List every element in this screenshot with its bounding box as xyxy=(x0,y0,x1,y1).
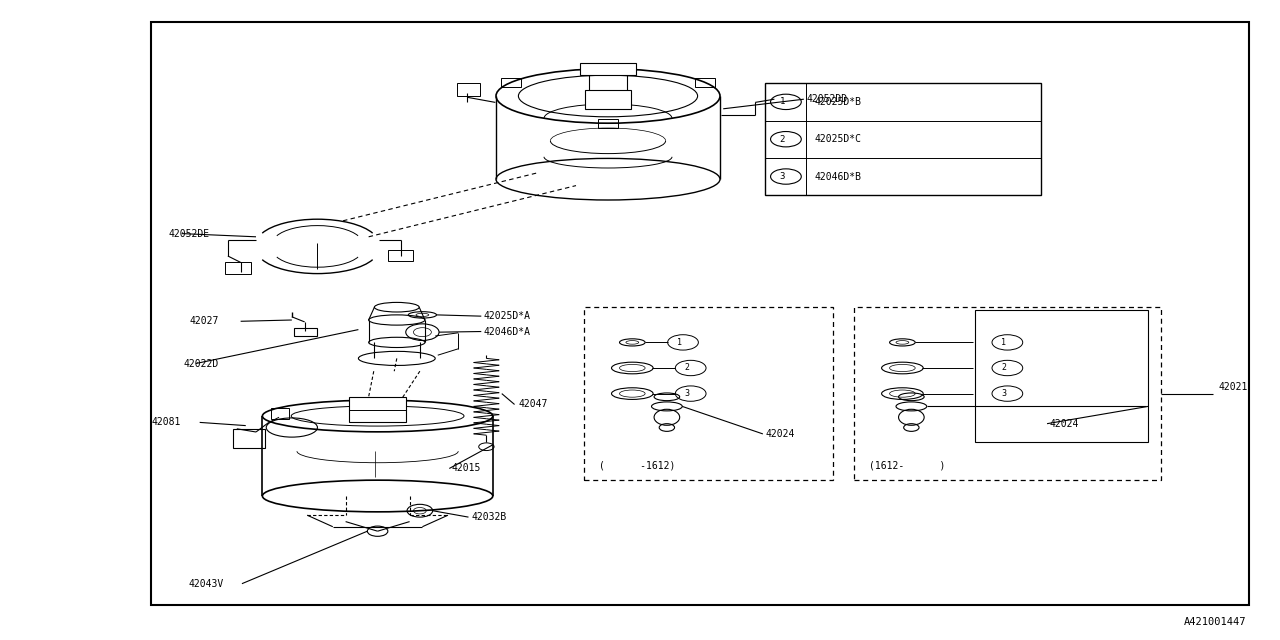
Text: 2: 2 xyxy=(780,134,785,144)
Text: 42024: 42024 xyxy=(1050,419,1079,429)
Bar xyxy=(765,83,1041,195)
Text: 42024: 42024 xyxy=(765,429,795,439)
Bar xyxy=(854,307,1161,480)
Text: 1: 1 xyxy=(1001,338,1006,347)
Bar xyxy=(151,22,1249,605)
Text: 42027: 42027 xyxy=(189,316,219,326)
Text: 42025D*A: 42025D*A xyxy=(484,311,531,321)
Text: 1: 1 xyxy=(780,97,785,106)
Text: 42047: 42047 xyxy=(518,399,548,410)
Text: (1612-      ): (1612- ) xyxy=(869,461,946,471)
Text: 42032B: 42032B xyxy=(471,512,507,522)
Bar xyxy=(500,78,521,87)
Text: 3: 3 xyxy=(780,172,785,181)
Text: 2: 2 xyxy=(1001,364,1006,372)
Bar xyxy=(294,328,317,336)
Bar xyxy=(388,250,413,261)
Bar xyxy=(585,90,631,109)
Text: 1: 1 xyxy=(677,338,682,347)
Bar xyxy=(975,310,1148,442)
Bar xyxy=(457,83,480,96)
Text: 42052DD: 42052DD xyxy=(806,94,847,104)
Bar xyxy=(271,408,289,419)
Text: 2: 2 xyxy=(685,364,690,372)
Text: 42022D: 42022D xyxy=(183,358,219,369)
Text: 3: 3 xyxy=(685,389,690,398)
Text: 3: 3 xyxy=(1001,389,1006,398)
Text: 42052DE: 42052DE xyxy=(169,228,210,239)
Text: 42043V: 42043V xyxy=(188,579,224,589)
Text: A421001447: A421001447 xyxy=(1184,617,1247,627)
Text: 42081: 42081 xyxy=(151,417,180,428)
Text: 42025D*C: 42025D*C xyxy=(814,134,861,144)
Text: 42046D*B: 42046D*B xyxy=(814,172,861,182)
Bar xyxy=(695,78,716,87)
Text: 42015: 42015 xyxy=(452,463,481,474)
Text: 42025D*B: 42025D*B xyxy=(814,97,861,107)
Bar xyxy=(233,429,265,448)
Bar xyxy=(349,397,406,422)
Text: 42046D*A: 42046D*A xyxy=(484,326,531,337)
Bar xyxy=(225,262,251,274)
Bar xyxy=(598,119,618,128)
Bar xyxy=(580,63,636,75)
Text: (      -1612): ( -1612) xyxy=(599,461,676,471)
Text: 42021: 42021 xyxy=(1219,382,1248,392)
Bar xyxy=(584,307,833,480)
